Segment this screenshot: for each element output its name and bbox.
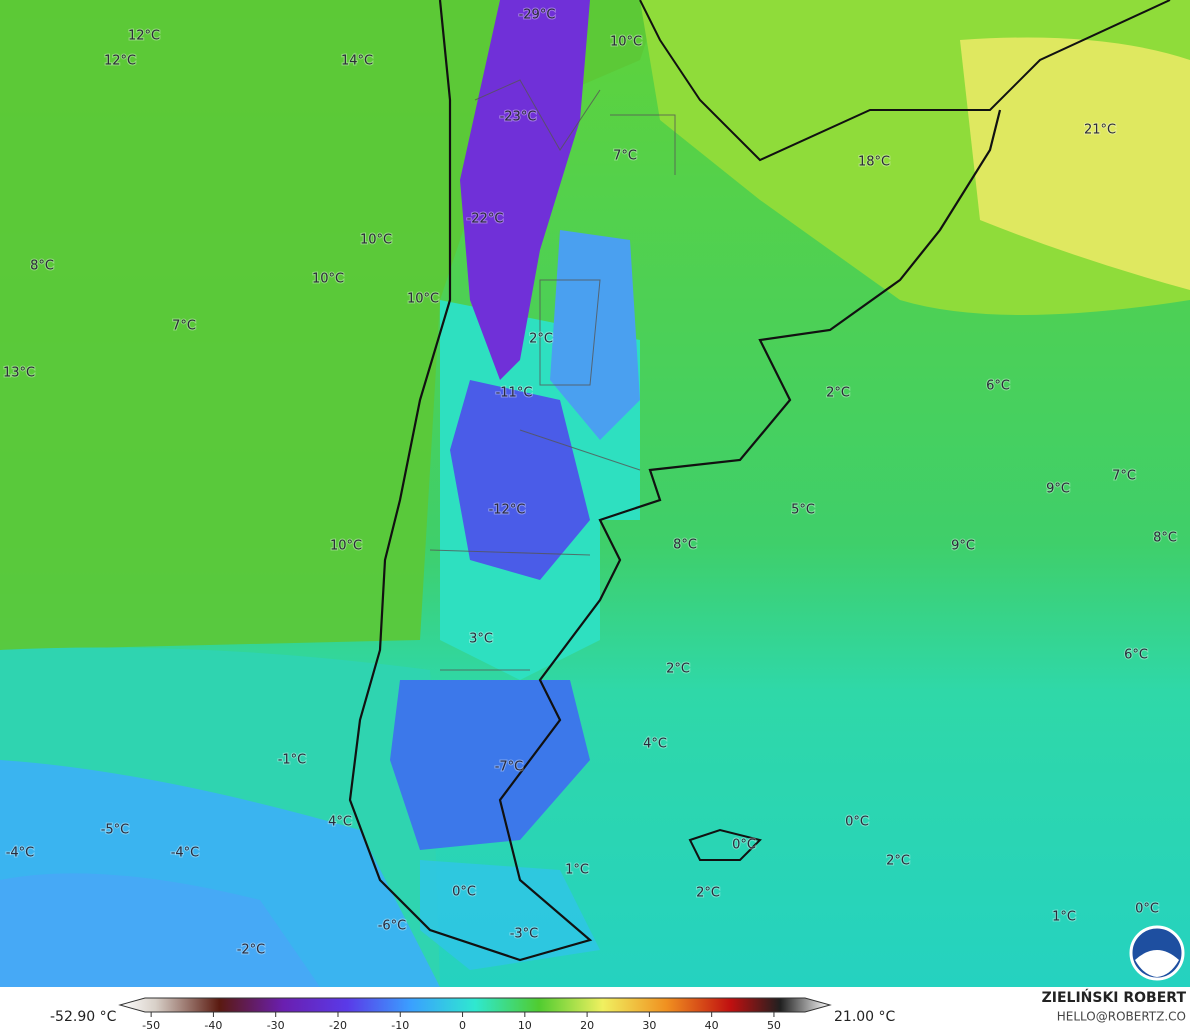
colorbar-tick-label: 30 [642,1019,656,1032]
temperature-label: 8°C [673,538,697,553]
temperature-label: -12°C [489,503,526,518]
colorbar-tick-label: 10 [518,1019,532,1032]
temperature-label: 0°C [732,838,756,853]
temperature-label: -11°C [496,386,533,401]
temperature-label: 21°C [1084,123,1116,138]
colorbar-tick-label: -30 [267,1019,285,1032]
temperature-label: 10°C [360,233,392,248]
temperature-label: 8°C [30,259,54,274]
colorbar-min: -52.90 °C [50,1009,117,1025]
temperature-label: 18°C [858,155,890,170]
temperature-label: -6°C [378,919,407,934]
temperature-label: -4°C [171,846,200,861]
temperature-label: 14°C [341,54,373,69]
temperature-label: -2°C [237,943,266,958]
temperature-label: 7°C [613,149,637,164]
colorbar-ramp [118,997,832,1013]
colorbar-tick-label: -10 [391,1019,409,1032]
temperature-label: 10°C [407,292,439,307]
temperature-label: 1°C [1052,910,1076,925]
temperature-label: 2°C [826,386,850,401]
temperature-label: 12°C [128,29,160,44]
credit-author: ZIELIŃSKI ROBERT [1042,988,1187,1006]
colorbar-tick-label: 20 [580,1019,594,1032]
colorbar-tick-label: -40 [204,1019,222,1032]
temperature-label: 10°C [610,35,642,50]
temperature-label: 6°C [1124,648,1148,663]
temperature-label: -3°C [510,927,539,942]
colorbar-tick-label: -20 [329,1019,347,1032]
temperature-label: 9°C [951,539,975,554]
colorbar-tick-label: 50 [767,1019,781,1032]
temperature-label: 13°C [3,366,35,381]
temperature-label: 5°C [791,503,815,518]
temperature-label: 10°C [312,272,344,287]
temperature-label: 1°C [565,863,589,878]
temperature-label: 7°C [1112,469,1136,484]
temperature-label: 0°C [845,815,869,830]
temperature-label: 3°C [469,632,493,647]
noaa-logo [1129,925,1185,981]
temperature-label: -22°C [467,212,504,227]
temperature-label: 2°C [666,662,690,677]
temperature-label: -23°C [500,110,537,125]
temperature-label: -7°C [495,760,524,775]
colorbar-tick-label: 0 [459,1019,466,1032]
temperature-label: -4°C [6,846,35,861]
temperature-label: 10°C [330,539,362,554]
temperature-label: 4°C [328,815,352,830]
temperature-label: 12°C [104,54,136,69]
temperature-label: -5°C [101,823,130,838]
temperature-labels: -29°C 10°C 12°C 12°C 14°C -23°C 7°C 18°C 21°C -22… [2,7,1178,959]
temperature-label: 9°C [1046,482,1070,497]
map-background [0,0,1190,987]
temperature-label: -1°C [278,753,307,768]
colorbar-tick-label: 40 [705,1019,719,1032]
temperature-label: 8°C [1153,531,1177,546]
temperature-label: -29°C [519,8,556,23]
temperature-label: 0°C [452,885,476,900]
temperature-label: 0°C [1135,902,1159,917]
temperature-label: 6°C [986,379,1010,394]
temperature-label: 2°C [529,332,553,347]
temperature-label: 7°C [172,319,196,334]
temperature-label: 2°C [886,854,910,869]
colorbar-max: 21.00 °C [834,1009,896,1025]
temperature-label: 4°C [643,737,667,752]
temperature-label: 2°C [696,886,720,901]
colorbar-tick-label: -50 [142,1019,160,1032]
credit-contact: HELLO@ROBERTZ.CO [1057,1010,1186,1024]
colorbar: -52.90 °C 21.00 °C -50 -40 -30 -20 -10 0 10 20 3… [50,997,896,1032]
